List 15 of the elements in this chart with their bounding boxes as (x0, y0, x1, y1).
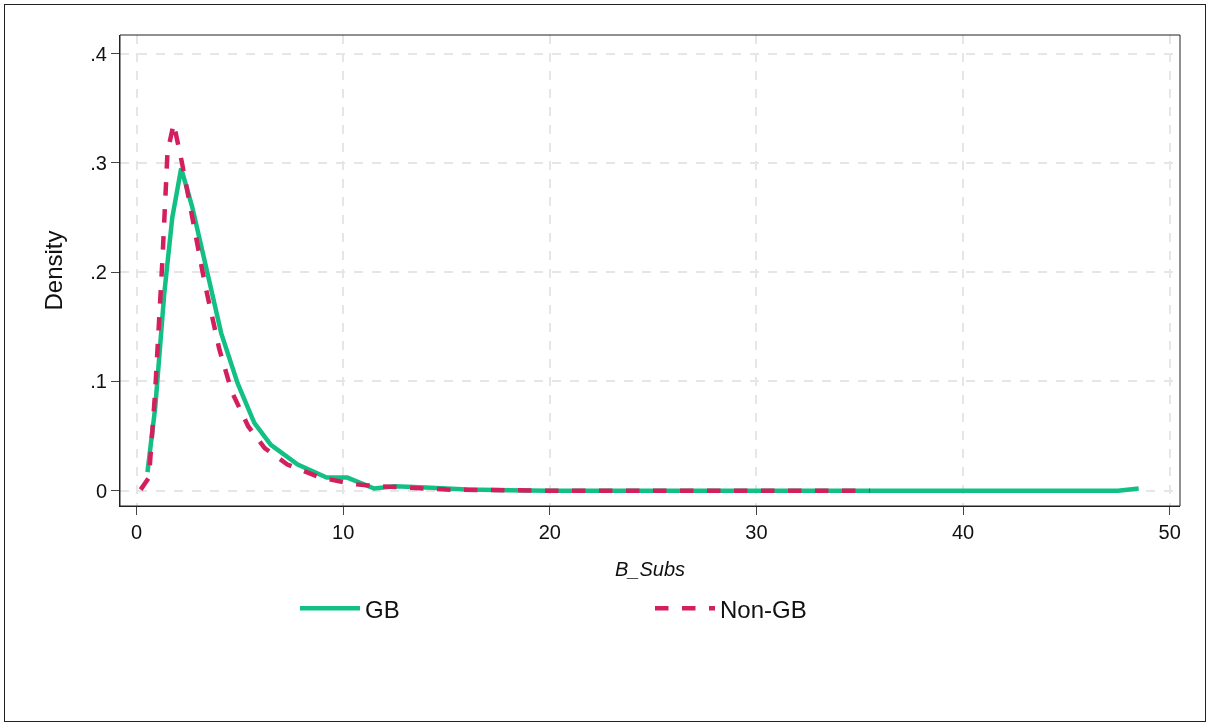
y-axis-title: Density (40, 230, 67, 311)
x-tick-label: 20 (538, 521, 561, 543)
x-tick-label: 40 (951, 521, 975, 543)
x-tick-label: 30 (745, 521, 768, 543)
y-tick-label: .4 (90, 42, 107, 65)
y-tick-label: 0 (95, 479, 107, 502)
legend-label: GB (365, 595, 400, 623)
x-tick-label: 50 (1158, 521, 1181, 543)
y-tick-label: .3 (90, 151, 107, 174)
y-tick-label: .1 (90, 370, 107, 393)
x-tick-label: 10 (332, 521, 355, 543)
y-tick-label: .2 (90, 261, 107, 284)
x-axis-title: B_Subs (614, 558, 686, 580)
x-tick-label: 0 (130, 521, 143, 543)
legend-label: Non-GB (720, 595, 807, 623)
